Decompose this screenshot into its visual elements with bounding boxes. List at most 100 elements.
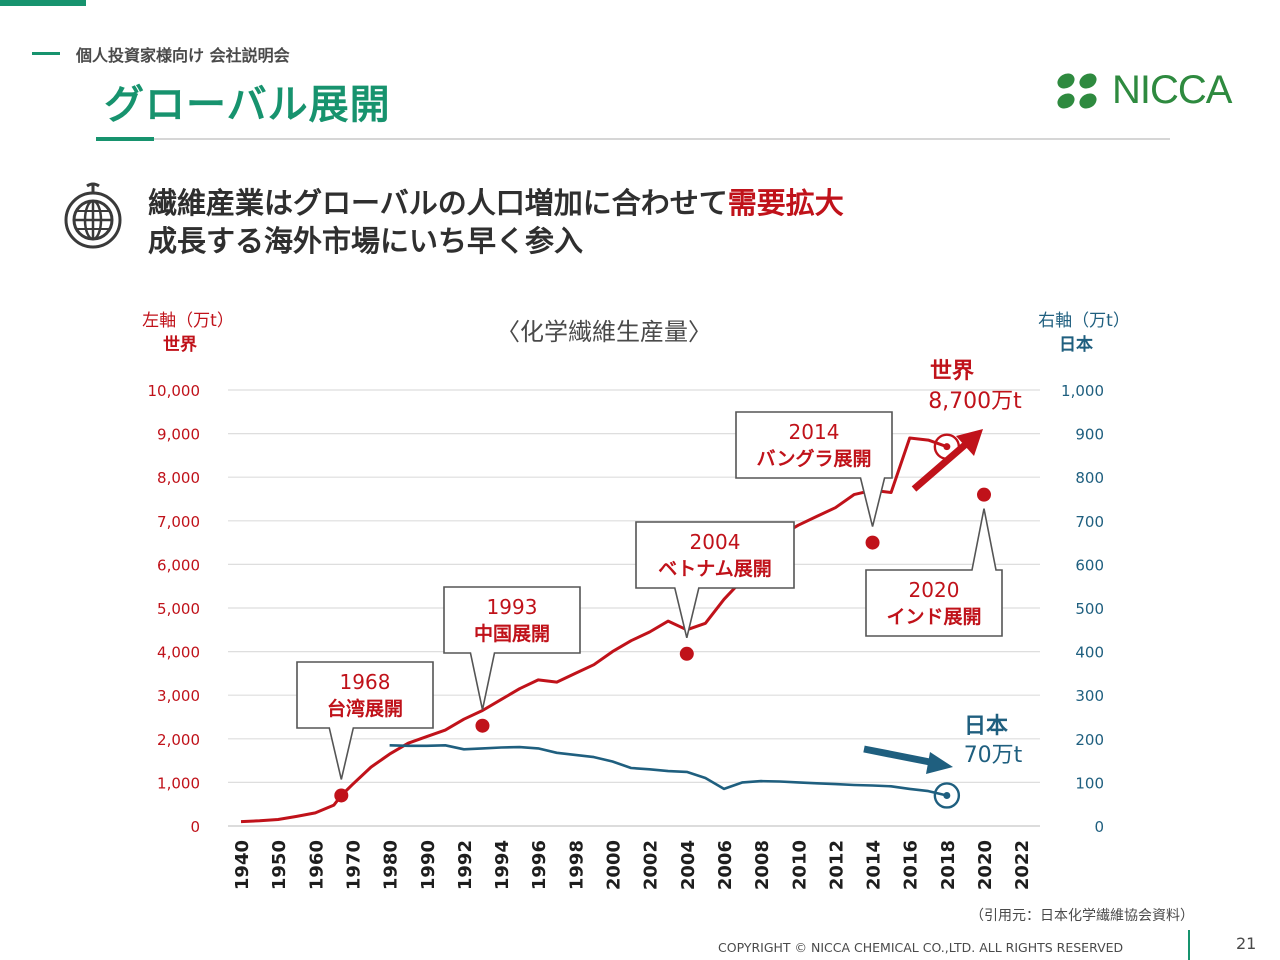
- page-title: グローバル展開: [104, 82, 391, 128]
- headline: 繊維産業はグローバルの人口増加に合わせて需要拡大 成長する海外市場にいち早く参入: [148, 184, 844, 260]
- world-end-name: 世界: [930, 359, 974, 384]
- headline-line1: 繊維産業はグローバルの人口増加に合わせて需要拡大: [148, 184, 844, 222]
- nicca-logo: NICCA: [1052, 68, 1232, 113]
- x-tick-label: 2022: [1012, 840, 1033, 890]
- left-tick-label: 4,000: [157, 644, 200, 662]
- x-tick-label: 1960: [306, 840, 327, 890]
- right-tick-label: 200: [1075, 731, 1104, 749]
- milestone-point: [865, 535, 880, 550]
- left-tick-label: 5,000: [157, 600, 200, 618]
- japan-end-dot: [943, 791, 951, 799]
- top-accent-bar: [0, 0, 86, 6]
- x-tick-label: 1990: [418, 840, 439, 890]
- left-tick-label: 8,000: [157, 469, 200, 487]
- milestone-label: インド展開: [886, 606, 981, 628]
- world-end-dot: [943, 443, 951, 451]
- page-subtitle: 個人投資家様向け 会社説明会: [76, 46, 290, 65]
- left-tick-label: 2,000: [157, 731, 200, 749]
- right-tick-label: 1,000: [1061, 382, 1104, 400]
- title-divider-accent: [96, 137, 154, 141]
- right-axis-label: 右軸（万t）: [1038, 311, 1130, 331]
- headline-line2: 成長する海外市場にいち早く参入: [148, 224, 584, 258]
- chart-title: 〈化学繊維生産量〉: [496, 318, 712, 346]
- milestone-year: 1968: [340, 670, 391, 694]
- world-trend-arrow-shaft: [911, 441, 969, 492]
- x-tick-label: 1980: [381, 840, 402, 890]
- left-tick-label: 3,000: [157, 687, 200, 705]
- world-series-line: [240, 436, 948, 824]
- milestone-point: [679, 646, 694, 661]
- right-tick-label: 700: [1075, 513, 1104, 531]
- right-tick-label: 600: [1075, 556, 1104, 574]
- milestone-year: 2004: [690, 530, 741, 554]
- milestone-label: ベトナム展開: [658, 558, 771, 580]
- x-tick-label: 2018: [938, 840, 959, 890]
- left-tick-label: 0: [190, 818, 200, 836]
- nicca-logo-icon: [1057, 72, 1097, 109]
- title-divider: [96, 138, 1170, 140]
- headline-highlight: 需要拡大: [727, 186, 844, 220]
- x-tick-label: 2020: [975, 840, 996, 890]
- left-tick-label: 1,000: [157, 774, 200, 792]
- milestone-point: [334, 788, 349, 803]
- globe-icon: [64, 182, 122, 249]
- milestone-callout-box: [735, 411, 893, 527]
- page-number: 21: [1236, 934, 1257, 953]
- milestone-label: バングラ展開: [757, 447, 872, 470]
- x-tick-label: 2008: [752, 840, 773, 890]
- x-tick-label: 1998: [566, 840, 587, 890]
- x-tick-label: 2014: [864, 840, 885, 890]
- left-tick-label: 10,000: [148, 382, 201, 400]
- milestone-callout-box: [296, 661, 434, 780]
- right-tick-label: 400: [1075, 644, 1104, 662]
- footer-divider: [1188, 930, 1190, 960]
- x-tick-label: 1992: [455, 840, 476, 890]
- milestone-label: 中国展開: [474, 622, 550, 645]
- x-tick-label: 2000: [604, 840, 625, 890]
- x-tick-label: 1940: [232, 840, 253, 890]
- right-tick-label: 800: [1075, 469, 1104, 487]
- subtitle-dash: [32, 52, 60, 55]
- left-axis-label: 左軸（万t）: [142, 311, 234, 331]
- milestone-callout-box: [443, 586, 581, 710]
- milestone-callout-box: [865, 508, 1003, 637]
- x-tick-label: 2004: [678, 840, 699, 890]
- japan-series-line: [389, 744, 948, 797]
- milestone-year: 2020: [909, 578, 960, 602]
- logo-text: NICCA: [1112, 68, 1232, 112]
- x-tick-label: 1970: [343, 840, 364, 890]
- japan-end-name: 日本: [964, 714, 1008, 739]
- milestone-point: [977, 487, 991, 502]
- x-tick-label: 1950: [269, 840, 290, 890]
- x-tick-label: 1994: [492, 840, 513, 890]
- right-tick-label: 0: [1094, 818, 1104, 836]
- x-tick-label: 2010: [789, 840, 810, 890]
- left-tick-label: 6,000: [157, 556, 200, 574]
- milestone-callout-box: [635, 521, 795, 638]
- world-end-value: 8,700万t: [928, 389, 1022, 414]
- right-tick-label: 500: [1075, 600, 1104, 618]
- right-tick-label: 100: [1075, 774, 1104, 792]
- x-tick-label: 1996: [529, 840, 550, 890]
- x-tick-label: 2012: [826, 840, 847, 890]
- footer-copyright: COPYRIGHT © NICCA CHEMICAL CO.,LTD. ALL …: [718, 940, 1124, 955]
- left-tick-label: 9,000: [157, 426, 200, 444]
- right-tick-label: 300: [1075, 687, 1104, 705]
- japan-end-ring: [933, 782, 961, 809]
- japan-trend-arrow-shaft: [863, 745, 936, 767]
- left-axis-sublabel: 世界: [163, 335, 197, 355]
- x-tick-label: 2002: [641, 840, 662, 890]
- world-trend-arrow-head: [956, 429, 983, 456]
- milestone-point: [475, 718, 490, 733]
- japan-trend-arrow-head: [926, 752, 953, 774]
- milestone-year: 1993: [487, 595, 538, 619]
- right-tick-label: 900: [1075, 426, 1104, 444]
- chart-source: （引用元：日本化学繊維協会資料）: [970, 908, 1194, 924]
- headline-line1-text: 繊維産業はグローバルの人口増加に合わせて: [148, 186, 728, 220]
- right-axis-sublabel: 日本: [1059, 334, 1093, 355]
- milestone-year: 2014: [789, 420, 840, 444]
- x-tick-label: 2016: [901, 840, 922, 890]
- milestone-label: 台湾展開: [327, 697, 403, 720]
- x-tick-label: 2006: [715, 840, 736, 890]
